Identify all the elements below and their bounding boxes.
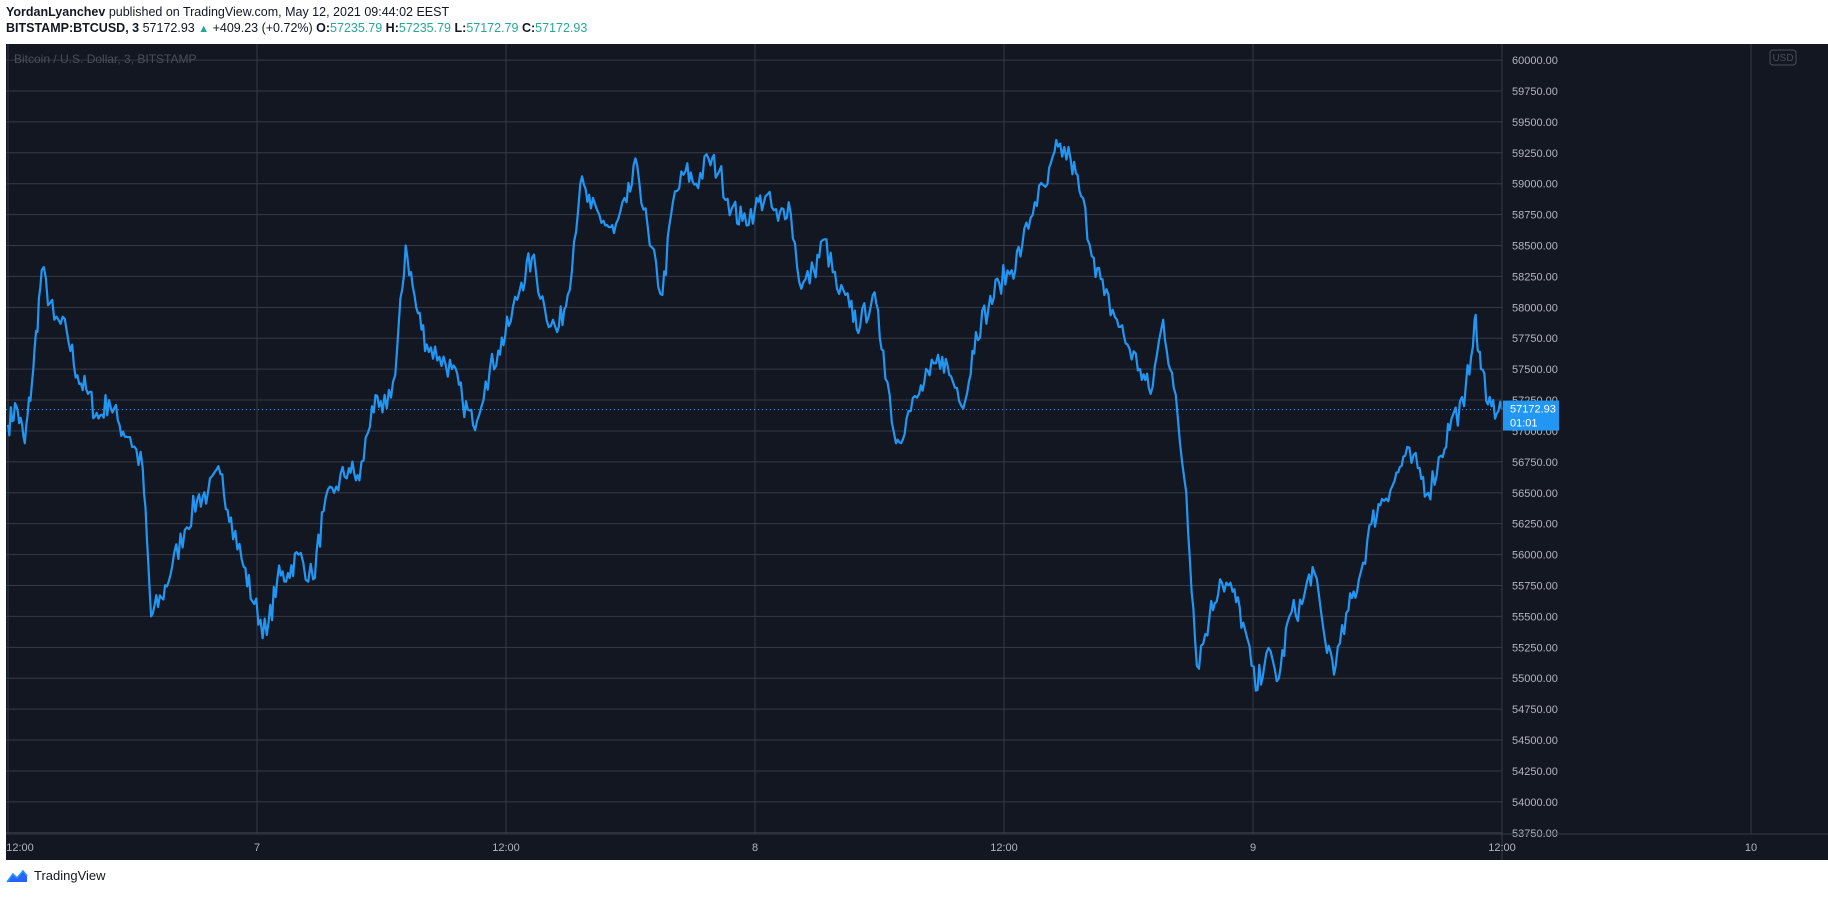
last-price-text: 57172.93 xyxy=(142,21,195,35)
price-tick-label: 55750.00 xyxy=(1512,581,1558,593)
last-price-tag xyxy=(1503,400,1559,431)
currency-badge-label: USD xyxy=(1772,53,1793,64)
tradingview-logo-icon xyxy=(6,869,28,882)
author-name[interactable]: YordanLyanchev xyxy=(6,5,106,19)
time-tick-label: 12:00 xyxy=(1488,842,1516,854)
low-value: 57172.79 xyxy=(466,21,519,35)
price-tick-label: 54250.00 xyxy=(1512,766,1558,778)
last-price-marker: 57172.93 01:01 xyxy=(6,400,1559,431)
published-info: published on TradingView.com, May 12, 20… xyxy=(108,5,450,19)
up-arrow-icon: ▲ xyxy=(198,23,210,35)
price-tick-label: 56000.00 xyxy=(1512,550,1558,562)
close-label: C: xyxy=(521,21,536,35)
time-tick-label: 12:00 xyxy=(6,842,34,854)
change-text: +409.23 (+0.72%) xyxy=(212,21,313,35)
price-tick-label: 56750.00 xyxy=(1512,457,1558,469)
time-tick-label: 8 xyxy=(752,842,758,854)
time-tick-label: 12:00 xyxy=(492,842,520,854)
time-tick-label: 10 xyxy=(1745,842,1757,854)
time-tick-label: 12:00 xyxy=(990,842,1018,854)
price-tick-label: 55000.00 xyxy=(1512,673,1558,685)
price-tick-label: 59250.00 xyxy=(1512,148,1558,160)
open-value: 57235.79 xyxy=(330,21,383,35)
price-tick-label: 55250.00 xyxy=(1512,642,1558,654)
price-tick-label: 54000.00 xyxy=(1512,797,1558,809)
symbol-label: BITSTAMP:BTCUSD, 3 xyxy=(6,21,140,35)
price-tick-label: 60000.00 xyxy=(1512,55,1558,67)
price-tick-label: 57500.00 xyxy=(1512,364,1558,376)
publish-header: YordanLyanchev published on TradingView.… xyxy=(6,4,449,20)
time-tick-label: 9 xyxy=(1250,842,1256,854)
price-line xyxy=(6,138,1504,692)
currency-badge: USD xyxy=(1769,49,1797,66)
price-tick-label: 58000.00 xyxy=(1512,302,1558,314)
time-tick-label: 7 xyxy=(254,842,260,854)
open-label: O: xyxy=(316,21,331,35)
price-tick-label: 54500.00 xyxy=(1512,735,1558,747)
price-tick-label: 58750.00 xyxy=(1512,210,1558,222)
last-price-tag-value: 57172.93 xyxy=(1510,404,1556,416)
price-tick-label: 58500.00 xyxy=(1512,241,1558,253)
chart-background xyxy=(6,44,1828,860)
chart-grid xyxy=(6,44,1752,834)
price-tick-label: 59500.00 xyxy=(1512,117,1558,129)
brand-name: TradingView xyxy=(34,868,106,883)
close-value: 57172.93 xyxy=(535,21,588,35)
price-tick-label: 56500.00 xyxy=(1512,488,1558,500)
chart-title: Bitcoin / U.S. Dollar, 3, BITSTAMP xyxy=(14,52,197,66)
price-tick-label: 59000.00 xyxy=(1512,179,1558,191)
low-label: L: xyxy=(454,21,467,35)
high-label: H: xyxy=(385,21,399,35)
footer-brand[interactable]: TradingView xyxy=(6,868,106,883)
high-value: 57235.79 xyxy=(398,21,452,35)
ohlc-legend: BITSTAMP:BTCUSD, 3 57172.93 ▲ +409.23 (+… xyxy=(6,20,587,37)
price-tick-label: 55500.00 xyxy=(1512,611,1558,623)
price-tick-label: 57750.00 xyxy=(1512,333,1558,345)
price-tick-label: 59750.00 xyxy=(1512,86,1558,98)
price-series-line xyxy=(6,138,1504,692)
bar-countdown: 01:01 xyxy=(1510,418,1538,430)
price-chart[interactable]: Bitcoin / U.S. Dollar, 3, BITSTAMP 60000… xyxy=(6,44,1828,860)
price-tick-label: 54750.00 xyxy=(1512,704,1558,716)
price-tick-label: 58250.00 xyxy=(1512,271,1558,283)
price-tick-label: 56250.00 xyxy=(1512,519,1558,531)
price-axis[interactable]: 60000.00 59750.00 59500.00 59250.00 59000.00… xyxy=(1501,44,1558,860)
